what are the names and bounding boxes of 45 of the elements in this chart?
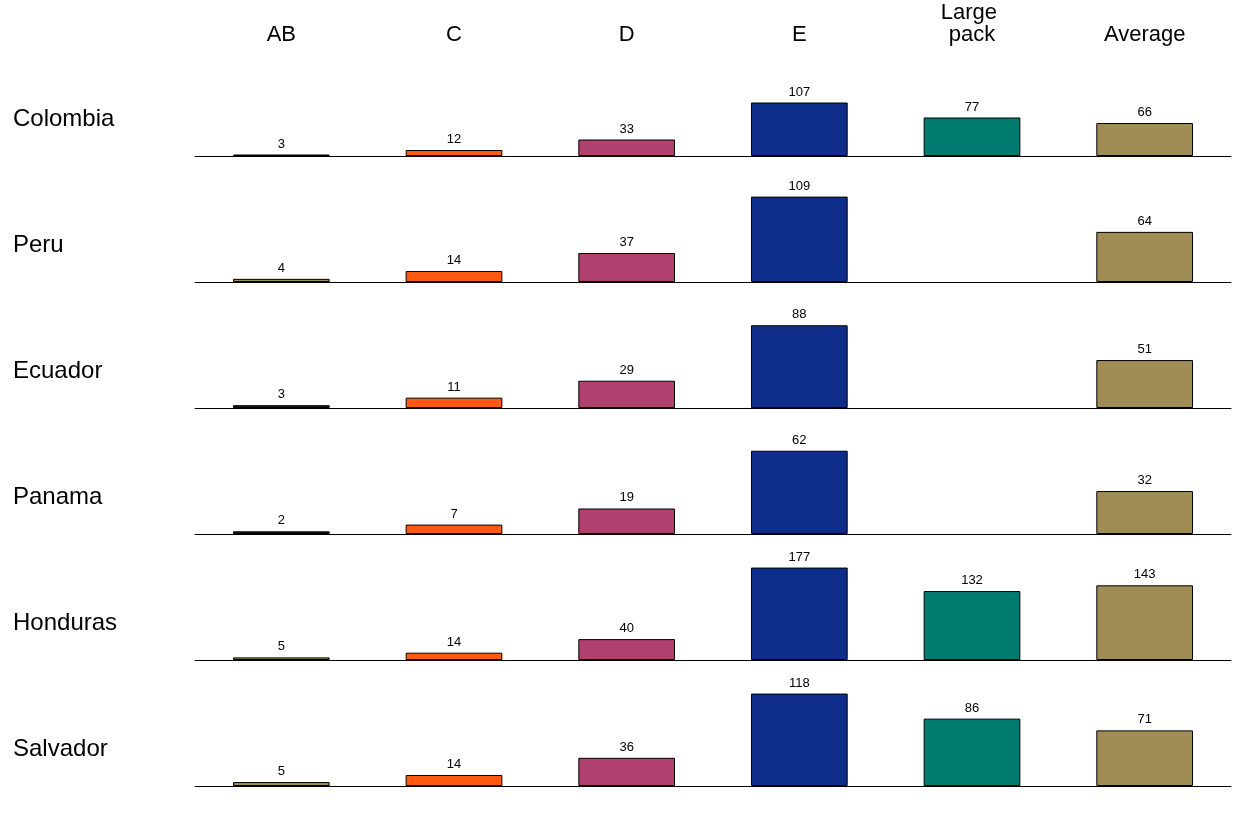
x-tick-label: Average bbox=[1103, 20, 1186, 46]
data-label: 86 bbox=[964, 699, 980, 715]
text: Panama bbox=[13, 481, 104, 509]
data-label: 32 bbox=[1137, 472, 1152, 488]
data-label: 77 bbox=[964, 98, 980, 114]
data-label: 14 bbox=[446, 756, 462, 772]
data-label: 64 bbox=[1137, 212, 1152, 228]
data-label: 37 bbox=[619, 234, 634, 250]
data-label: 40 bbox=[619, 620, 634, 636]
text: Peru bbox=[13, 229, 64, 257]
text: Ecuador bbox=[13, 355, 103, 383]
data-label: 14 bbox=[446, 252, 462, 268]
data-label: 2 bbox=[277, 512, 285, 528]
x-tick-label: E bbox=[791, 20, 807, 46]
data-label: 11 bbox=[447, 378, 461, 394]
data-label: 5 bbox=[277, 763, 285, 779]
x-tick-label: C bbox=[446, 20, 463, 46]
data-label: 51 bbox=[1137, 341, 1152, 357]
data-label: 107 bbox=[788, 83, 811, 99]
data-label: 88 bbox=[792, 306, 807, 322]
data-label: 109 bbox=[788, 177, 811, 193]
text: Salvador bbox=[13, 733, 108, 761]
data-label: 19 bbox=[619, 489, 634, 505]
data-label: 36 bbox=[619, 738, 634, 754]
x-tick-label: AB bbox=[266, 20, 297, 46]
x-tick-label: D bbox=[618, 20, 635, 46]
text: Honduras bbox=[13, 607, 118, 635]
data-label: 132 bbox=[961, 572, 983, 588]
x-tick-label: Large pack bbox=[940, 0, 1004, 46]
data-label: 33 bbox=[619, 120, 634, 136]
data-label: 62 bbox=[792, 431, 807, 447]
chart-title: Colombia bbox=[13, 103, 116, 131]
data-label: 118 bbox=[788, 674, 810, 690]
data-label: 177 bbox=[788, 548, 811, 564]
data-label: 4 bbox=[277, 259, 285, 275]
data-label: 143 bbox=[1133, 566, 1156, 582]
data-label: 14 bbox=[446, 633, 462, 649]
data-label: 3 bbox=[277, 135, 285, 151]
data-label: 29 bbox=[619, 361, 634, 377]
data-label: 71 bbox=[1137, 711, 1152, 727]
data-label: 7 bbox=[450, 505, 458, 521]
data-label: 3 bbox=[277, 386, 285, 402]
data-label: 5 bbox=[277, 638, 285, 654]
data-label: 12 bbox=[446, 131, 462, 146]
data-label: 66 bbox=[1137, 104, 1152, 119]
